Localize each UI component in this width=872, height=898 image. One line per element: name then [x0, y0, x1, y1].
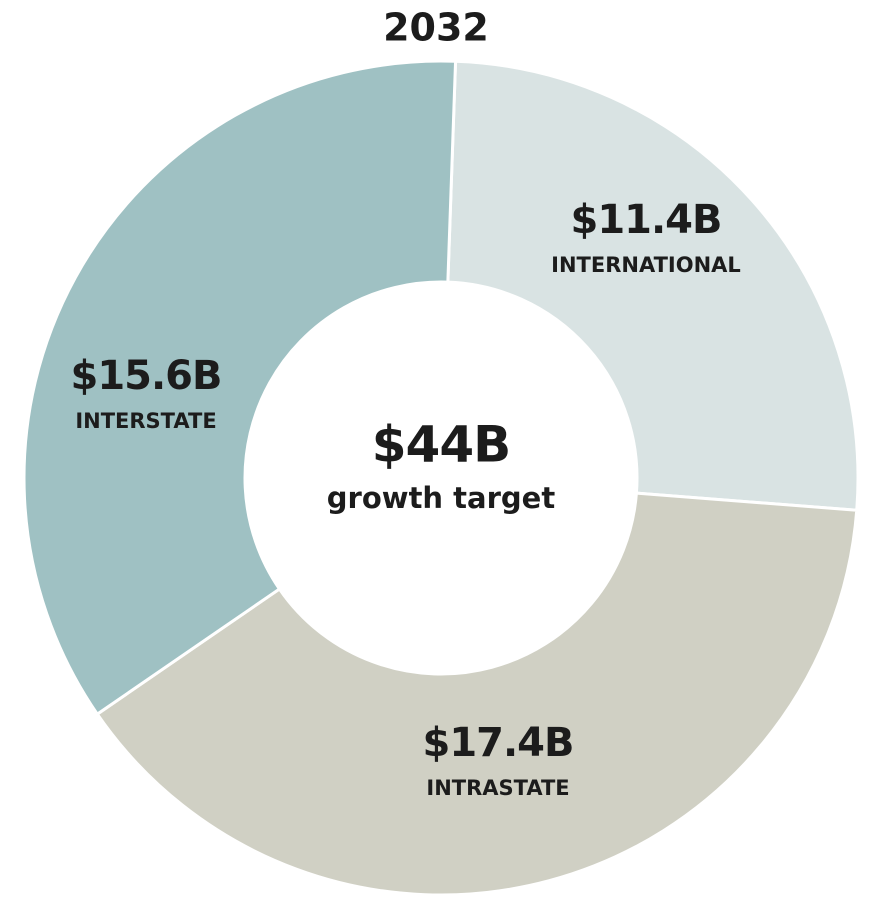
category-label: INTERSTATE — [75, 409, 216, 433]
donut-slice — [22, 59, 458, 717]
value-label: $17.4B — [422, 720, 573, 766]
value-label: $11.4B — [570, 197, 721, 243]
category-label: INTRASTATE — [426, 776, 569, 800]
chart-title: 2032 — [383, 6, 489, 50]
category-label: INTERNATIONAL — [551, 253, 741, 277]
center-title: $44B — [372, 416, 510, 474]
value-label: $15.6B — [70, 353, 221, 399]
donut-slice — [95, 491, 859, 897]
center-subtitle: growth target — [327, 481, 556, 515]
donut-slice — [446, 59, 860, 512]
